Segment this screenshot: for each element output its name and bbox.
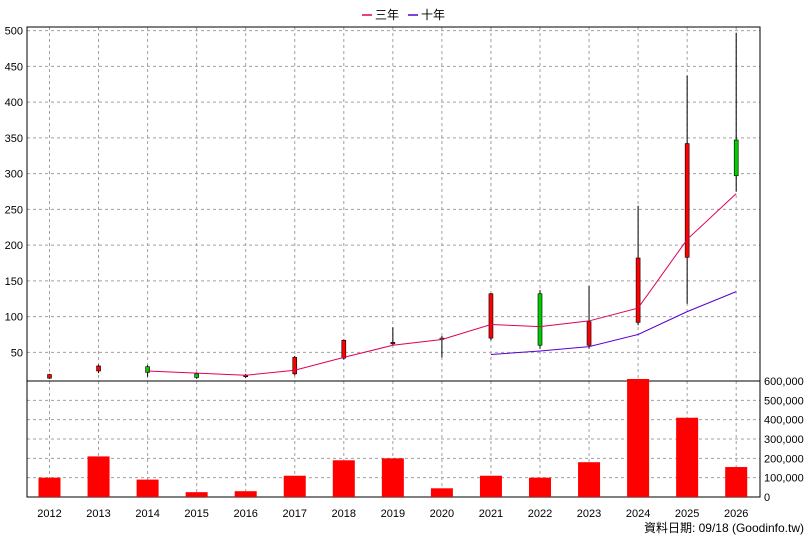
volume-tick-label: 300,000	[764, 434, 804, 446]
volume-bar	[38, 477, 61, 497]
candle-body	[47, 374, 52, 379]
volume-tick-label: 0	[764, 492, 770, 504]
candle-body	[635, 257, 641, 323]
volume-bar	[725, 467, 748, 497]
x-tick-label: 2026	[724, 508, 748, 520]
price-tick-label: 200	[5, 240, 23, 252]
price-tick-label: 100	[5, 312, 23, 324]
volume-bar	[578, 462, 601, 497]
price-tick-label: 300	[5, 169, 23, 181]
legend-label: 三年	[375, 8, 399, 22]
price-tick-label: 150	[5, 276, 23, 288]
x-tick-label: 2015	[184, 508, 208, 520]
volume-bar	[676, 417, 699, 497]
price-tick-label: 350	[5, 133, 23, 145]
volume-bar	[234, 491, 257, 497]
price-tick-label: 500	[5, 26, 23, 38]
volume-bars	[38, 379, 748, 497]
price-tick-label: 400	[5, 97, 23, 109]
price-plot-frame	[26, 26, 761, 382]
volume-bar	[430, 488, 453, 497]
x-tick-label: 2023	[577, 508, 601, 520]
plot-frames	[26, 26, 761, 498]
candle-body	[390, 342, 396, 345]
price-tick-label: 250	[5, 204, 23, 216]
candle-body	[488, 293, 494, 339]
volume-bar	[283, 475, 306, 497]
x-tick-label: 2017	[283, 508, 307, 520]
series-line	[490, 291, 737, 356]
volume-bar	[381, 458, 404, 497]
x-tick-label: 2022	[528, 508, 552, 520]
x-tick-label: 2016	[233, 508, 257, 520]
volume-tick-label: 100,000	[764, 473, 804, 485]
axes: 50 100 150 200 250 300 350 400 450 500 0 100,000 200…	[5, 26, 804, 520]
candle-body	[684, 143, 690, 258]
legend-label: 十年	[421, 8, 445, 22]
candle-body	[341, 339, 347, 359]
candle-body	[537, 293, 543, 346]
price-tick-label: 50	[11, 347, 23, 359]
volume-bar	[479, 475, 502, 497]
candle-body	[733, 139, 739, 177]
volume-tick-label: 600,000	[764, 376, 804, 388]
price-tick-label: 450	[5, 61, 23, 73]
volume-bar	[185, 492, 208, 497]
candle-body	[292, 357, 298, 375]
volume-tick-label: 200,000	[764, 453, 804, 465]
candles	[47, 32, 739, 379]
volume-bar	[136, 479, 159, 497]
candle-body	[194, 373, 199, 378]
x-tick-label: 2024	[626, 508, 650, 520]
source-label: 資料日期: 09/18 (Goodinfo.tw)	[644, 521, 804, 535]
candle-body	[96, 365, 101, 372]
x-tick-label: 2012	[37, 508, 61, 520]
x-tick-label: 2019	[381, 508, 405, 520]
candle-body	[586, 321, 592, 346]
series-line	[147, 193, 737, 376]
candle-body	[145, 366, 150, 373]
x-tick-label: 2014	[135, 508, 159, 520]
volume-bar	[87, 456, 110, 497]
x-tick-label: 2025	[675, 508, 699, 520]
grid	[27, 27, 760, 498]
legend: 三年 十年	[362, 8, 445, 22]
volume-bar	[529, 477, 551, 497]
x-tick-label: 2021	[479, 508, 503, 520]
volume-bar	[627, 379, 650, 497]
x-tick-label: 2020	[430, 508, 454, 520]
x-tick-label: 2018	[332, 508, 356, 520]
volume-bar	[332, 460, 355, 497]
volume-tick-label: 400,000	[764, 415, 804, 427]
moving-average-lines	[147, 193, 737, 376]
volume-tick-label: 500,000	[764, 395, 804, 407]
x-tick-label: 2013	[86, 508, 110, 520]
